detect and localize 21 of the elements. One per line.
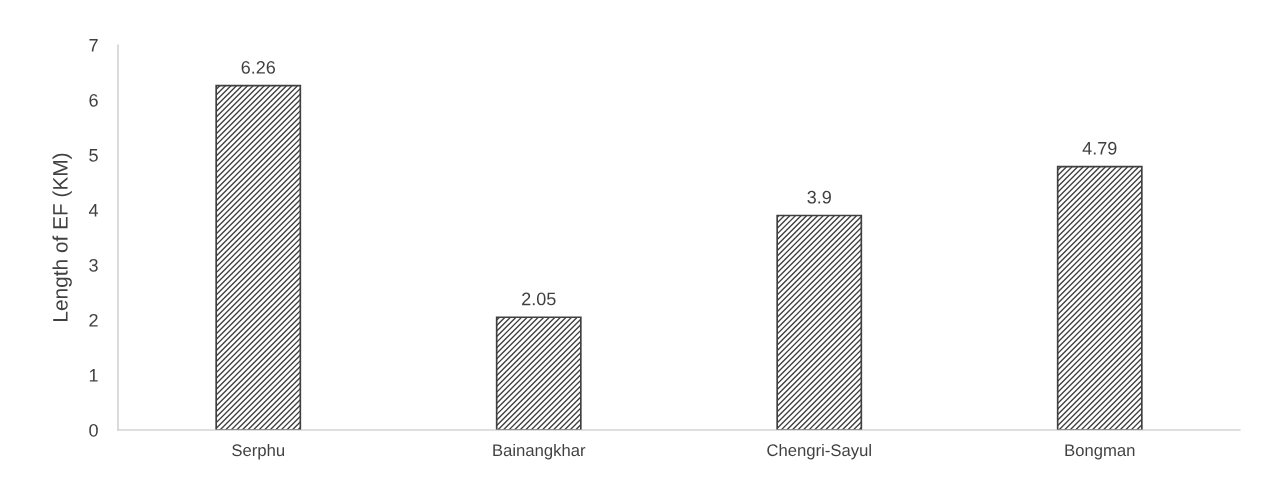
y-tick-label: 4 xyxy=(88,204,99,217)
data-label: 3.9 xyxy=(807,190,831,204)
x-tick-label: Bainangkhar xyxy=(493,443,586,460)
bar xyxy=(495,316,582,430)
data-label: 6.26 xyxy=(241,61,276,74)
x-tick-label: Bongman xyxy=(1065,444,1135,460)
bar xyxy=(215,84,302,430)
x-tick-label: Serphu xyxy=(232,443,285,460)
y-tick-label: 3 xyxy=(89,258,98,272)
x-tick-label: Chengri-Sayul xyxy=(767,443,871,460)
y-tick-label: 0 xyxy=(89,423,98,437)
bar xyxy=(776,214,863,430)
y-axis-title: Length of EF (KM) xyxy=(52,153,72,321)
y-tick-label: 5 xyxy=(89,149,98,162)
y-tick-label: 1 xyxy=(89,369,98,382)
y-tick-label: 7 xyxy=(89,39,98,52)
bar xyxy=(1056,165,1143,430)
data-label: 2.05 xyxy=(522,292,556,306)
y-tick-label: 2 xyxy=(89,313,98,327)
y-tick-label: 6 xyxy=(89,93,98,107)
data-label: 4.79 xyxy=(1082,141,1117,155)
